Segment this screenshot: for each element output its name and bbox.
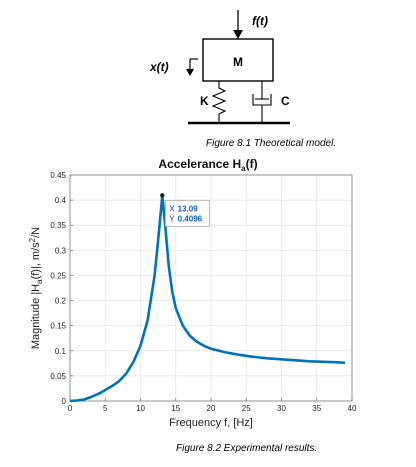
force-arrowhead — [233, 30, 243, 39]
y-tick-label: 0 — [62, 397, 67, 406]
datatip-marker[interactable] — [160, 193, 165, 198]
displacement-arrowhead — [186, 69, 194, 76]
x-axis-label: Frequency f, [Hz] — [169, 417, 253, 429]
figure-2-caption: Figure 8.2 Experimental results. — [176, 443, 318, 454]
y-tick-label: 0.15 — [50, 322, 66, 331]
y-tick-label: 0.2 — [55, 297, 67, 306]
y-tick-label: 0.45 — [50, 171, 66, 180]
y-tick-label: 0.3 — [55, 246, 67, 255]
figure-1-caption: Figure 8.1 Theoretical model. — [206, 138, 337, 149]
y-tick-label: 0.1 — [55, 347, 67, 356]
datatip-box — [164, 199, 210, 227]
force-label: f(t) — [252, 14, 268, 28]
theoretical-model: f(t) M x(t) K C — [149, 10, 290, 125]
x-tick-label: 30 — [277, 404, 286, 413]
x-tick-label: 0 — [68, 404, 73, 413]
datatip[interactable]: X 13.09 Y 0.4096 — [160, 193, 210, 227]
x-tick-label: 35 — [312, 404, 321, 413]
chart-title: Accelerance Ha(f) — [158, 157, 257, 173]
displacement-label: x(t) — [149, 60, 169, 74]
series-line — [69, 193, 346, 403]
accelerance-chart: Accelerance Ha(f) 0 5 10 15 20 25 30 35 4000.050… — [28, 157, 357, 429]
damper — [252, 81, 272, 122]
plot-frame — [69, 174, 353, 402]
mass-block — [202, 38, 274, 82]
x-tick-label: 20 — [207, 404, 216, 413]
datatip-x: X 13.09 — [169, 204, 198, 213]
y-tick-label: 0.25 — [50, 271, 66, 280]
x-tick-label: 10 — [136, 404, 145, 413]
spring — [211, 81, 227, 122]
datatip-y: Y 0.4096 — [169, 214, 202, 223]
mass-label: M — [233, 55, 243, 69]
y-tick-label: 0.4 — [55, 196, 67, 205]
x-tick-label: 15 — [171, 404, 180, 413]
spring-label: K — [200, 94, 209, 108]
ticks: 0 5 10 15 20 25 30 35 40 0 0.05 0.1 0.15 0.2 0.25 0.3 0.… — [50, 171, 357, 413]
damper-label: C — [281, 94, 290, 108]
x-tick-label: 40 — [348, 404, 357, 413]
x-tick-label: 5 — [103, 404, 108, 413]
y-tick-label: 0.35 — [50, 221, 66, 230]
y-axis-label: Magnitude |Ha(f)|, m/s2/N — [28, 227, 44, 349]
y-tick-label: 0.05 — [50, 372, 66, 381]
x-tick-label: 25 — [242, 404, 251, 413]
